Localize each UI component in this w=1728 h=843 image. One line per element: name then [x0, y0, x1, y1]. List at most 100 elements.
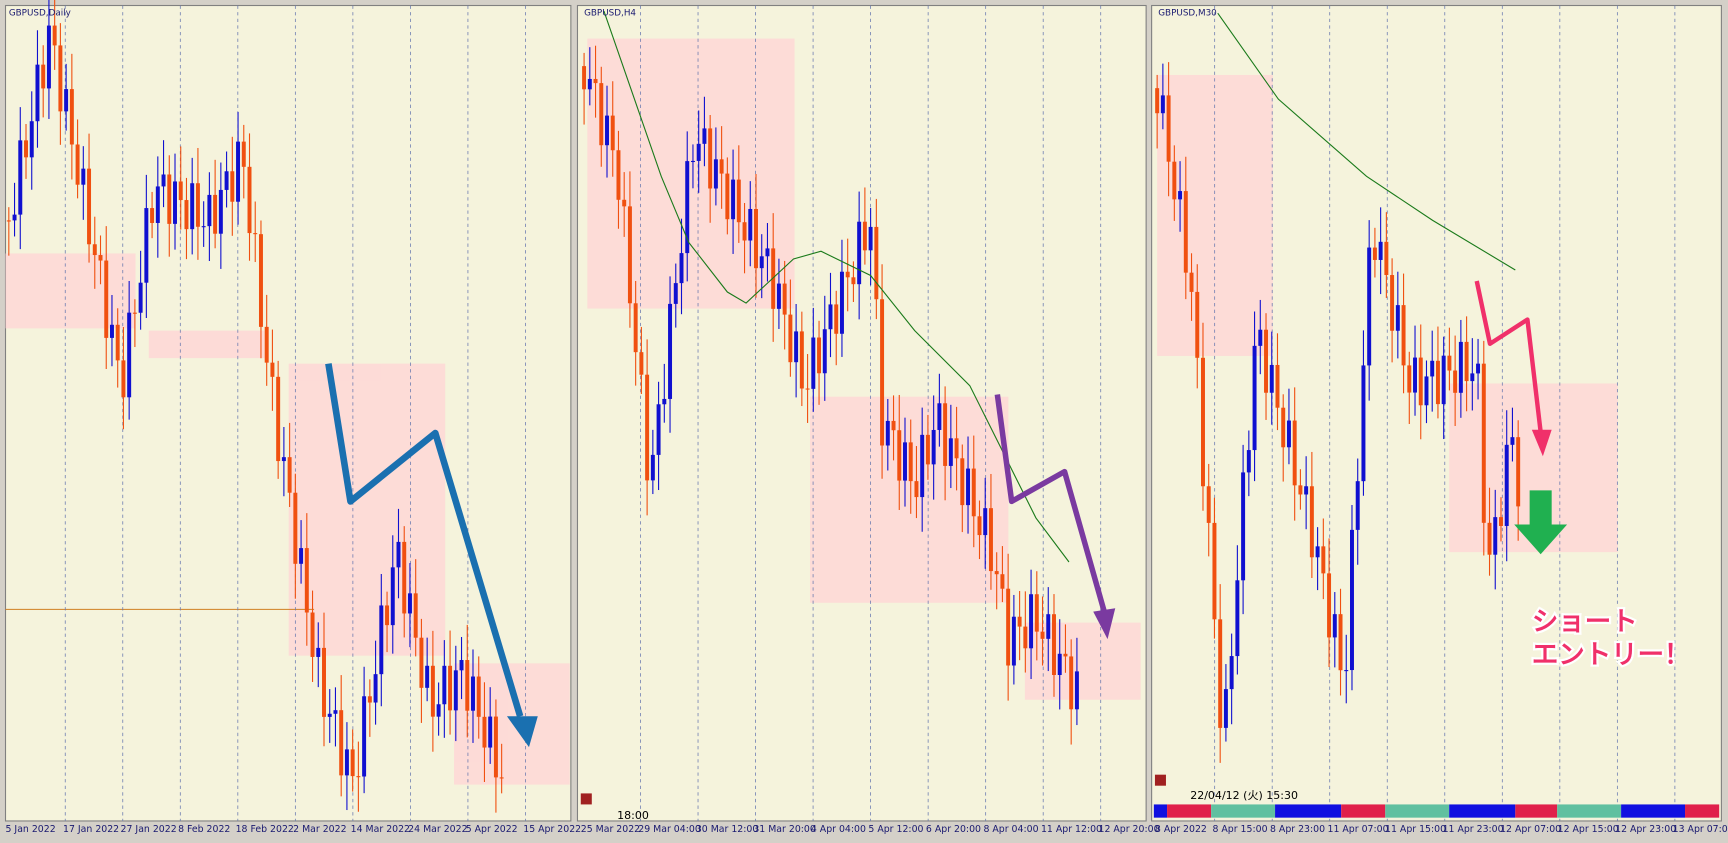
- candle-body: [1458, 341, 1463, 393]
- candle-body: [155, 186, 160, 223]
- candle-body: [178, 181, 183, 201]
- candle-body: [1155, 88, 1160, 114]
- candle-body: [270, 362, 275, 377]
- candle-body: [1034, 594, 1039, 632]
- candle-body: [622, 199, 627, 207]
- candle-body: [1057, 653, 1062, 675]
- candle-body: [258, 234, 263, 327]
- candle-body: [1011, 616, 1016, 666]
- candle-body: [356, 776, 361, 778]
- candle-body: [407, 593, 412, 614]
- candle-body: [983, 508, 988, 536]
- candle-body: [81, 168, 86, 185]
- candle-body: [582, 66, 587, 90]
- x-axis-label: 12 Apr 07:00: [1500, 824, 1561, 835]
- candle-body: [293, 492, 298, 564]
- candle-body: [885, 420, 890, 446]
- candle-body: [425, 665, 430, 688]
- candle-body: [1395, 305, 1400, 331]
- candle-body: [6, 220, 11, 222]
- candle-body: [662, 398, 667, 405]
- candle-body: [794, 331, 799, 363]
- candle-body: [41, 64, 46, 89]
- x-axis-label: 30 Mar 12:00: [696, 824, 759, 835]
- candle-body: [499, 777, 504, 779]
- candle-body: [1378, 241, 1383, 260]
- candle-body: [937, 403, 942, 430]
- candle-body: [362, 696, 367, 777]
- candle-body: [1000, 574, 1005, 589]
- x-axis-label: 25 Mar 2022: [581, 824, 640, 835]
- candle-body: [52, 25, 57, 46]
- x-axis-label: 24 Mar 2022: [408, 824, 467, 835]
- candle-body: [132, 312, 137, 314]
- candle-body: [874, 226, 879, 300]
- candle-body: [195, 183, 200, 227]
- icon[interactable]: [1154, 774, 1166, 786]
- candle-body: [1241, 472, 1246, 581]
- candle-body: [1235, 580, 1240, 657]
- candle-body: [736, 179, 741, 223]
- x-axis-label: 5 Apr 12:00: [868, 824, 923, 835]
- candle-body: [713, 159, 718, 189]
- candle-body: [1338, 614, 1343, 671]
- candle-body: [373, 674, 378, 703]
- candle-body: [696, 143, 701, 161]
- candle-body: [587, 78, 592, 90]
- candle-body: [1206, 486, 1211, 523]
- candle-body: [817, 337, 822, 374]
- candle-body: [1201, 357, 1205, 487]
- annotation: エントリー！: [1532, 639, 1691, 670]
- candle-body: [442, 665, 447, 705]
- candle-body: [845, 271, 850, 278]
- candle-body: [1052, 614, 1056, 675]
- candle-body: [109, 324, 114, 338]
- candle-body: [977, 516, 982, 536]
- candle-body: [593, 78, 598, 84]
- candle-body: [788, 314, 793, 363]
- candle-body: [1424, 376, 1429, 406]
- x-axis-label: 17 Jan 2022: [63, 824, 119, 835]
- candle-body: [656, 404, 661, 455]
- candle-body: [161, 174, 166, 187]
- candle-body: [327, 713, 332, 717]
- candle-body: [1275, 364, 1280, 408]
- candle-body: [184, 200, 189, 230]
- candle-body: [811, 337, 816, 389]
- candle-body: [287, 457, 292, 493]
- x-axis-label: 8 Apr 23:00: [1270, 824, 1325, 835]
- candle-body: [908, 442, 913, 482]
- annotation: ショート: [1532, 606, 1638, 637]
- candle-body: [224, 171, 229, 190]
- candle-body: [459, 660, 464, 671]
- candle-body: [754, 208, 758, 269]
- candle-body: [1487, 522, 1492, 555]
- candle-body: [731, 179, 736, 220]
- candle-body: [988, 508, 993, 572]
- candle-body: [92, 244, 97, 256]
- candle-body: [98, 255, 103, 261]
- icon[interactable]: [580, 793, 592, 805]
- candle-body: [599, 83, 604, 146]
- candle-body: [839, 271, 844, 334]
- candle-body: [385, 605, 390, 626]
- x-axis-label: 8 Feb 2022: [178, 824, 230, 835]
- candle-body: [471, 676, 475, 711]
- candle-body: [476, 676, 481, 717]
- x-axis-label: 6 Apr 20:00: [926, 824, 981, 835]
- candle-body: [367, 696, 372, 703]
- candle-body: [1264, 329, 1269, 393]
- panel-title: GBPUSD,M30: [1158, 8, 1217, 18]
- candle-body: [1017, 616, 1022, 627]
- candle-body: [396, 541, 401, 568]
- candle-body: [1229, 656, 1234, 690]
- candle-body: [1189, 272, 1194, 292]
- candle-body: [679, 253, 684, 284]
- candle-body: [144, 208, 149, 283]
- candle-body: [690, 160, 695, 163]
- candle-body: [75, 144, 80, 185]
- candle-body: [920, 434, 925, 498]
- candle-body: [673, 283, 678, 304]
- candle-body: [1074, 671, 1079, 710]
